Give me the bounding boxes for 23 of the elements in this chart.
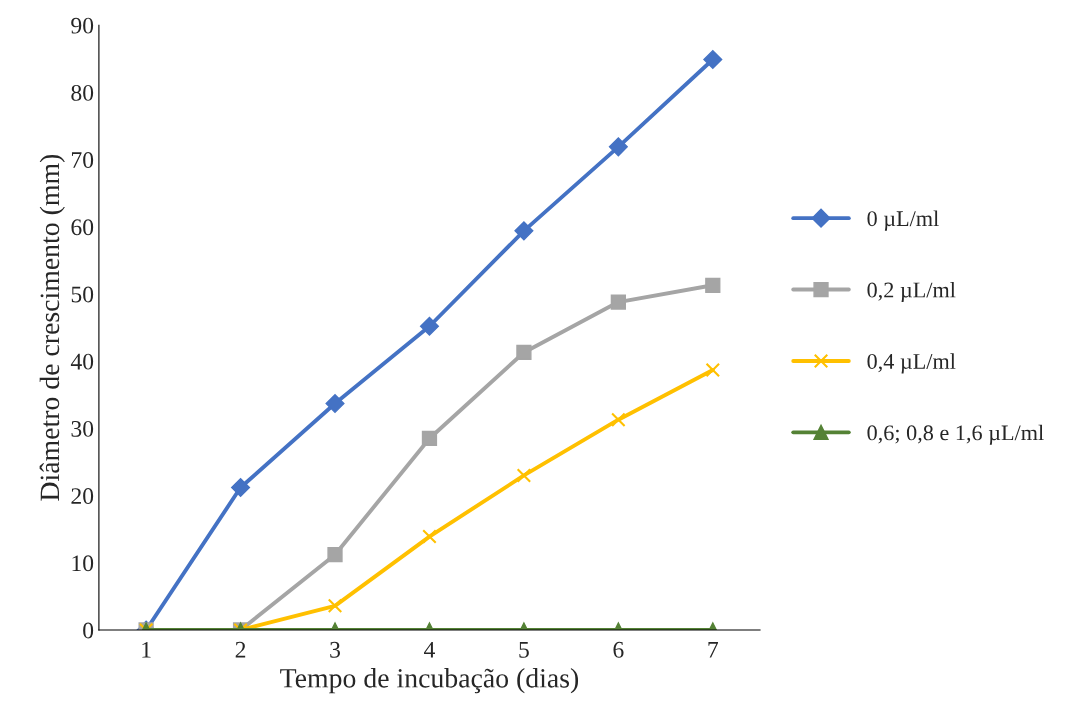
x-tick-label: 4	[424, 641, 435, 658]
x-tick-label: 7	[708, 642, 719, 658]
y-tick-label: 10	[72, 555, 94, 572]
y-tick-label: 70	[71, 152, 94, 169]
y-tick-label: 50	[71, 286, 94, 303]
x-tick-label: 2	[235, 641, 246, 658]
x-tick-label: 3	[330, 641, 340, 658]
y-tick-label: 20	[71, 488, 94, 505]
x-axis-title: Tempo de incubação (dias)	[280, 668, 579, 694]
y-tick-label: 60	[71, 219, 94, 236]
legend-label: 0,4 µL/ml	[867, 353, 956, 374]
x-tick-label: 1	[142, 641, 151, 658]
y-tick-label: 30	[71, 420, 94, 437]
x-tick-label: 5	[519, 642, 529, 658]
y-axis-title: Diâmetro de crescimento (mm)	[39, 154, 65, 501]
x-tick-label: 6	[613, 641, 624, 658]
y-tick-label: 40	[70, 353, 94, 370]
y-tick-label: 90	[71, 17, 94, 34]
legend-label: 0,2 µL/ml	[867, 281, 956, 303]
legend-label: 0 µL/ml	[867, 210, 939, 231]
y-tick-label: 0	[83, 622, 94, 639]
y-tick-label: 80	[71, 84, 94, 101]
legend-label: 0,6; 0,8 e 1,6 µL/ml	[867, 424, 1044, 445]
